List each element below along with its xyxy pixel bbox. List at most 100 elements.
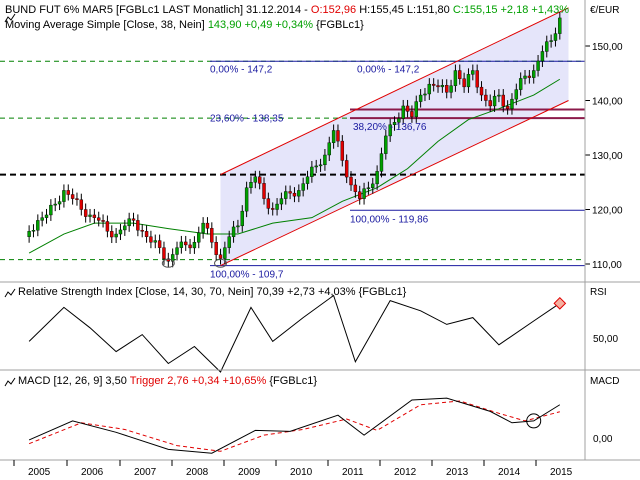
trend-channel-fill <box>220 7 569 266</box>
candle-body <box>532 70 536 78</box>
candle <box>331 124 336 149</box>
candle-body <box>327 142 331 156</box>
candle <box>97 211 101 227</box>
candle <box>36 214 40 237</box>
candle <box>553 27 558 47</box>
candle-body <box>271 208 275 210</box>
candle-body <box>201 222 205 233</box>
candle <box>431 78 436 92</box>
candle-body <box>305 176 310 184</box>
candle-body <box>284 191 288 199</box>
candle-body <box>431 83 436 86</box>
macd-header-trigger: Trigger 2,76 +0,34 +10,65% <box>130 375 267 387</box>
candle-body <box>184 241 188 246</box>
candle-body <box>127 218 131 227</box>
candle-body <box>518 78 523 90</box>
candle-body <box>149 236 153 243</box>
candlesticks <box>27 11 562 268</box>
candle-body <box>97 217 101 221</box>
year-tick-label: 2011 <box>342 467 364 478</box>
candle-body <box>179 241 184 248</box>
trend-channel-lines <box>220 7 569 267</box>
fib-label-l100-left: 100,00% - 109,7 <box>210 270 284 281</box>
candle-body <box>540 51 545 62</box>
candle <box>323 149 327 171</box>
candle <box>153 234 157 249</box>
candle <box>88 208 92 223</box>
candle-body <box>440 85 445 88</box>
candle <box>475 64 479 94</box>
candle-body <box>31 230 36 232</box>
macd-line <box>28 397 561 454</box>
candle <box>210 222 214 249</box>
candle-body <box>36 220 40 231</box>
candle <box>27 225 31 243</box>
ma-header-name: Moving Average Simple [Close, 38, Nein] <box>5 19 205 31</box>
candle-body <box>227 236 231 248</box>
year-tick-label: 2009 <box>238 467 261 478</box>
candle <box>536 54 540 77</box>
candle-body <box>501 94 505 107</box>
candle <box>497 89 501 103</box>
price-panel[interactable]: 0,00% - 147,2 0,00% - 147,2 23,60% - 138,3… <box>0 7 585 281</box>
candle-body <box>70 194 75 199</box>
candle-body <box>366 187 371 189</box>
candle-body <box>175 247 179 255</box>
candle <box>284 185 288 205</box>
candle <box>405 99 410 118</box>
candle-body <box>292 192 297 197</box>
line-chart-icon <box>4 288 16 298</box>
candle-body <box>414 101 418 118</box>
candle <box>479 81 484 102</box>
year-tick-label: 2012 <box>394 467 417 478</box>
price-header-open: O:152,96 <box>311 4 356 16</box>
candle-body <box>157 240 162 248</box>
candle <box>297 184 301 203</box>
candle-body <box>44 214 49 218</box>
channel-lower-line <box>220 100 569 267</box>
rsi-header: Relative Strength Index [Close, 14, 30, … <box>18 286 407 298</box>
candle-body <box>244 187 249 212</box>
year-tick-label: 2014 <box>498 467 521 478</box>
candle <box>53 198 57 212</box>
candle-body <box>275 203 279 210</box>
candle-body <box>279 198 284 205</box>
rsi-panel[interactable]: Relative Strength Index [Close, 14, 30, … <box>0 281 640 373</box>
candle <box>253 170 258 189</box>
year-tick-label: 2005 <box>28 467 51 478</box>
macd-panel[interactable]: MACD [12, 26, 9] 3,50 Trigger 2,76 +0,34… <box>0 369 640 460</box>
candle-body <box>427 83 432 95</box>
candle-body <box>144 231 149 237</box>
candle-body <box>549 40 553 42</box>
candle <box>49 199 53 221</box>
candle-body <box>40 217 44 221</box>
candle <box>545 35 549 58</box>
candle-body <box>362 188 366 199</box>
candle <box>118 223 123 241</box>
candle <box>462 72 466 93</box>
price-tick-label: 110,00 <box>592 260 622 271</box>
candle-body <box>388 124 392 137</box>
candle <box>540 45 545 67</box>
candle <box>318 158 323 172</box>
candle-body <box>379 153 384 172</box>
candle-body <box>558 17 562 34</box>
candle <box>244 181 249 218</box>
year-tick-label: 2015 <box>550 467 573 478</box>
candle-body <box>484 94 488 101</box>
candle <box>471 64 475 81</box>
macd-trigger-line <box>28 400 560 452</box>
candle-body <box>218 254 223 259</box>
candle-body <box>75 198 79 200</box>
candle-body <box>523 75 527 79</box>
candle <box>449 79 453 99</box>
candle-body <box>405 105 410 112</box>
low-marker-0 <box>161 258 175 268</box>
candle <box>414 95 418 123</box>
candle <box>175 241 179 261</box>
candle-body <box>236 225 240 228</box>
candle-body <box>497 94 501 97</box>
candle-body <box>344 160 349 178</box>
candle-body <box>262 183 266 199</box>
